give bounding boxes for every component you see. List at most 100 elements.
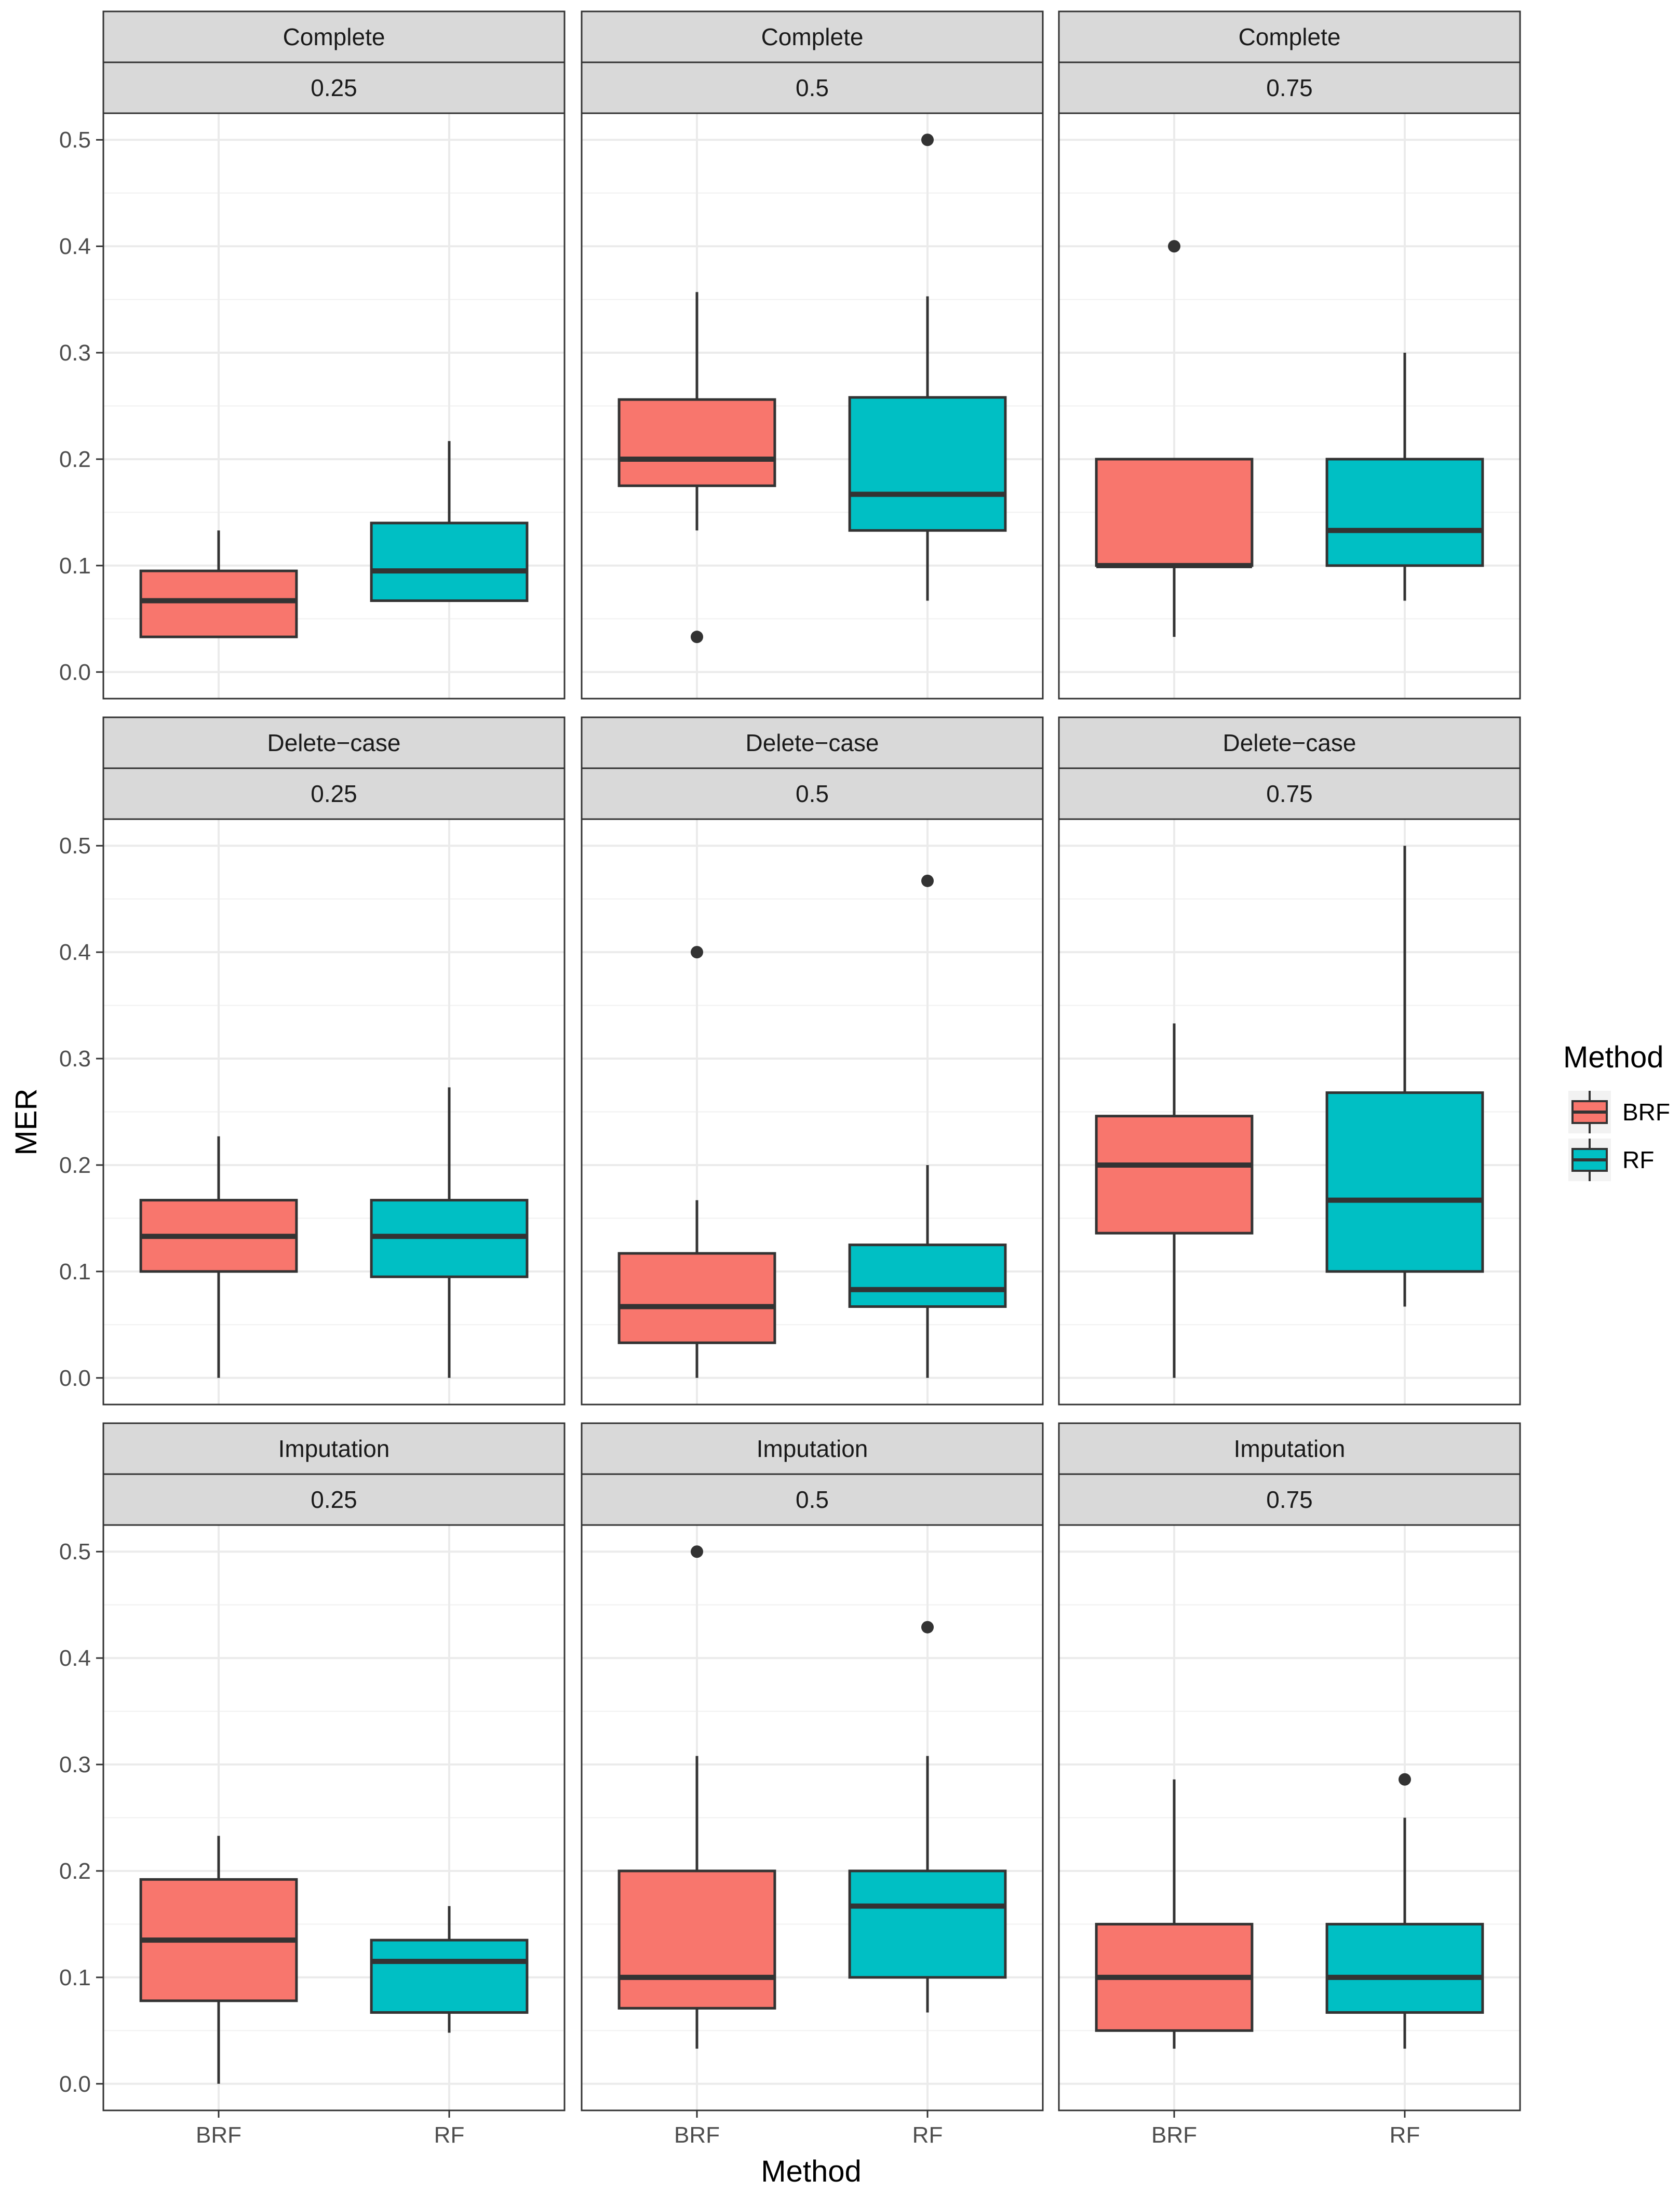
box-brf <box>1095 1023 1254 1378</box>
legend-title: Method <box>1563 1040 1663 1074</box>
y-tick-label: 0.3 <box>59 1752 91 1777</box>
panel-delete-case-0-5: Delete−case 0.5 <box>581 716 1044 1406</box>
panel-border <box>102 1524 566 2111</box>
panel-complete-0-25: Complete 0.25 <box>102 10 566 700</box>
strip-top-delete-case-0-5 <box>581 716 1044 769</box>
outlier-point <box>921 133 934 146</box>
panel-border <box>102 818 566 1406</box>
box-rf <box>370 1906 529 2033</box>
box-rf <box>1325 1773 1484 2049</box>
y-tick-label: 0.2 <box>59 1153 91 1178</box>
panel-complete-0-75: Complete 0.75 <box>1058 10 1521 700</box>
strip-bottom-complete-0-75 <box>1058 61 1521 114</box>
x-tick-label: BRF <box>1151 2122 1197 2148</box>
strip-label-method: Imputation <box>757 1435 868 1462</box>
y-tick-label: 0.5 <box>59 127 91 153</box>
box-brf <box>617 1545 776 2049</box>
y-tick-label: 0.3 <box>59 1046 91 1072</box>
axes: 0.0 0.1 0.2 0.3 0.4 0.5 0.0 0.1 0.2 0.3 0.4 0.5 0.0 0… <box>59 127 1420 2148</box>
x-tick-label: RF <box>1390 2122 1420 2148</box>
panel-border <box>102 112 566 700</box>
box-rf <box>370 1087 529 1378</box>
box-rf <box>1325 846 1484 1307</box>
outlier-point <box>921 874 934 887</box>
strip-label-proportion: 0.25 <box>311 74 357 101</box>
y-tick-label: 0.1 <box>59 1259 91 1285</box>
strip-top-complete-0-75 <box>1058 10 1521 63</box>
strip-label-proportion: 0.5 <box>796 74 829 101</box>
y-tick-label: 0.1 <box>59 553 91 579</box>
strip-label-method: Delete−case <box>1223 729 1356 756</box>
y-tick-label: 0.4 <box>59 940 91 965</box>
box-iqr <box>1095 1115 1254 1235</box>
x-tick-label: RF <box>912 2122 943 2148</box>
y-tick-label: 0.0 <box>59 660 91 685</box>
box-iqr <box>1325 1091 1484 1273</box>
outlier-point <box>921 1621 934 1634</box>
box-iqr <box>1325 458 1484 567</box>
strip-label-proportion: 0.5 <box>796 1486 829 1513</box>
box-rf <box>848 1621 1007 2013</box>
panel-border <box>581 112 1044 700</box>
strip-bottom-complete-0-25 <box>102 61 566 114</box>
x-tick-label: RF <box>434 2122 465 2148</box>
y-tick-label: 0.5 <box>59 833 91 859</box>
legend-entry-rf: RF <box>1568 1139 1654 1181</box>
strip-bottom-imputation-0-25 <box>102 1473 566 1526</box>
y-tick-label: 0.5 <box>59 1539 91 1564</box>
box-brf <box>1095 1779 1254 2049</box>
box-brf <box>139 1136 298 1378</box>
legend-label: RF <box>1622 1146 1654 1173</box>
panel-border <box>1058 1524 1521 2111</box>
y-axis-title: MER <box>9 1089 43 1156</box>
panel-border <box>1058 112 1521 700</box>
y-tick-label: 0.1 <box>59 1965 91 1990</box>
legend-entry-brf: BRF <box>1568 1091 1670 1133</box>
y-tick-label: 0.4 <box>59 1646 91 1671</box>
strip-label-proportion: 0.25 <box>311 780 357 807</box>
box-iqr <box>848 1243 1007 1308</box>
outlier-point <box>1399 1773 1411 1786</box>
box-iqr <box>1325 1922 1484 2014</box>
box-iqr <box>617 1252 776 1344</box>
strip-label-proportion: 0.75 <box>1266 1486 1313 1513</box>
box-iqr <box>848 396 1007 532</box>
outlier-point <box>691 946 703 959</box>
y-tick-label: 0.3 <box>59 340 91 366</box>
x-tick-label: BRF <box>196 2122 241 2148</box>
panel-delete-case-0-75: Delete−case 0.75 <box>1058 716 1521 1406</box>
outlier-point <box>691 1545 703 1558</box>
panel-border <box>581 1524 1044 2111</box>
strip-top-delete-case-0-25 <box>102 716 566 769</box>
box-iqr <box>1095 458 1254 567</box>
strip-bottom-delete-case-0-25 <box>102 767 566 820</box>
strip-label-proportion: 0.75 <box>1266 780 1313 807</box>
strip-top-delete-case-0-75 <box>1058 716 1521 769</box>
strip-bottom-imputation-0-75 <box>1058 1473 1521 1526</box>
box-iqr <box>617 398 776 487</box>
box-rf <box>848 874 1007 1378</box>
strip-label-method: Complete <box>761 23 864 50</box>
legend: Method BRF RF <box>1563 1040 1670 1181</box>
box-brf <box>1095 240 1254 637</box>
strip-top-imputation-0-75 <box>1058 1422 1521 1475</box>
panel-border <box>1058 818 1521 1406</box>
y-tick-label: 0.0 <box>59 2071 91 2097</box>
box-rf <box>370 441 529 602</box>
outlier-point <box>1168 240 1180 253</box>
x-axis-title: Method <box>761 2155 861 2188</box>
legend-label: BRF <box>1622 1099 1670 1126</box>
panel-delete-case-0-25: Delete−case 0.25 <box>102 716 566 1406</box>
box-iqr <box>617 1869 776 2010</box>
strip-bottom-imputation-0-5 <box>581 1473 1044 1526</box>
box-iqr <box>848 1869 1007 1979</box>
strip-label-method: Complete <box>1239 23 1341 50</box>
strip-top-imputation-0-5 <box>581 1422 1044 1475</box>
panel-imputation-0-5: Imputation 0.5 <box>581 1422 1044 2111</box>
outlier-point <box>691 631 703 644</box>
panel-imputation-0-75: Imputation 0.75 <box>1058 1422 1521 2111</box>
strip-top-imputation-0-25 <box>102 1422 566 1475</box>
box-iqr <box>370 1938 529 2014</box>
box-iqr <box>370 521 529 602</box>
